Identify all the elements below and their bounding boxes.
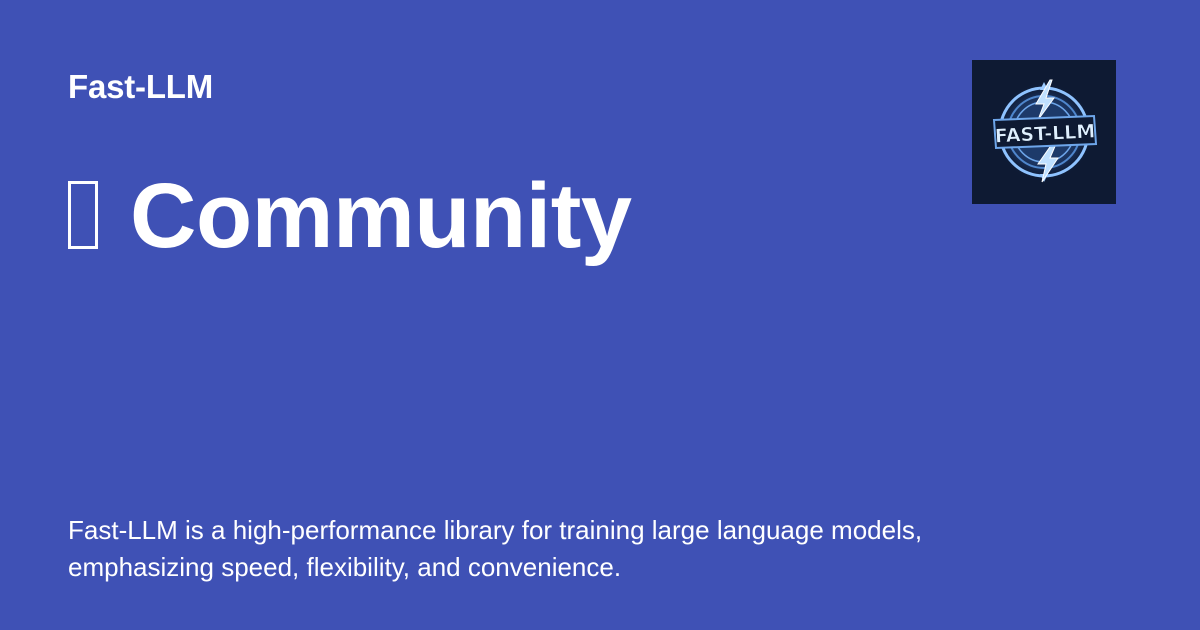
missing-glyph-icon [68,181,98,249]
lightning-emblem-icon: FAST-LLM [992,79,1098,183]
page-title-text: Community [130,165,632,267]
site-name: Fast-LLM [68,68,214,105]
page-title: Community [66,164,632,268]
site-logo: FAST-LLM [972,60,1116,204]
page-description: Fast-LLM is a high-performance library f… [68,515,923,582]
